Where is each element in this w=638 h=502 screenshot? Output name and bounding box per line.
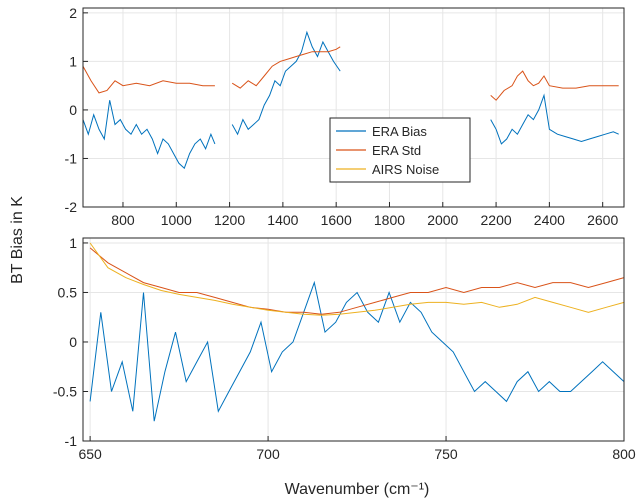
top-x-tick-label-8: 2400 — [534, 212, 565, 228]
top-y-tick-label-4: 2 — [69, 5, 77, 21]
bottom-plot-frame — [82, 237, 625, 442]
top-series-era-bias-line-0 — [82, 100, 216, 170]
bottom-x-tick-label-3: 800 — [612, 446, 636, 462]
top-panel: 800 1000 1200 1400 1600 1800 2000 2200 2400 2600 -… — [65, 5, 625, 228]
top-plot-frame — [82, 7, 625, 208]
top-y-tick-label-1: -1 — [65, 150, 78, 166]
top-x-tick-label-0: 800 — [111, 212, 135, 228]
bottom-y-tick-label-0: -1 — [65, 433, 78, 449]
top-series-era-std-line-0 — [82, 65, 215, 94]
top-x-tick-label-6: 2000 — [427, 212, 458, 228]
top-x-tick-label-4: 1600 — [321, 212, 352, 228]
y-axis-label: BT Bias in K — [9, 196, 26, 284]
bottom-x-tick-label-2: 750 — [434, 446, 458, 462]
top-x-tick-label-3: 1400 — [267, 212, 298, 228]
top-x-tick-label-7: 2200 — [481, 212, 512, 228]
top-series-era-bias-line-2 — [490, 93, 619, 145]
top-series-era-std-line-2 — [490, 70, 619, 101]
top-series-era-bias-line-1 — [231, 30, 341, 136]
top-legend-label-0: ERA Bias — [372, 124, 427, 139]
bottom-y-tick-label-1: -0.5 — [53, 383, 77, 399]
bottom-y-tick-label-3: 0.5 — [58, 284, 78, 300]
bottom-y-tick-label-4: 1 — [69, 235, 77, 251]
top-legend-label-2: AIRS Noise — [372, 162, 439, 177]
top-x-tick-label-9: 2600 — [587, 212, 618, 228]
bottom-panel: 650 700 750 800 -1 -0.5 0 0.5 1 — [53, 235, 636, 462]
top-series-era-std-line-1 — [231, 46, 341, 89]
top-y-tick-label-3: 1 — [69, 53, 77, 69]
bottom-x-tick-label-1: 700 — [256, 446, 280, 462]
top-y-tick-label-2: 0 — [69, 102, 77, 118]
top-x-tick-label-1: 1000 — [161, 212, 192, 228]
bottom-x-tick-label-0: 650 — [78, 446, 102, 462]
top-legend-label-1: ERA Std — [372, 143, 421, 158]
bottom-series-era-std-line-0 — [89, 247, 625, 315]
top-x-tick-label-2: 1200 — [214, 212, 245, 228]
bottom-series-airs-noise-line-0 — [89, 242, 625, 316]
x-axis-label: Wavenumber (cm⁻¹) — [285, 481, 430, 498]
top-x-tick-label-5: 1800 — [374, 212, 405, 228]
bottom-y-tick-label-2: 0 — [69, 334, 77, 350]
bottom-series-era-bias-line-0 — [89, 280, 625, 422]
top-y-tick-label-0: -2 — [65, 199, 78, 215]
